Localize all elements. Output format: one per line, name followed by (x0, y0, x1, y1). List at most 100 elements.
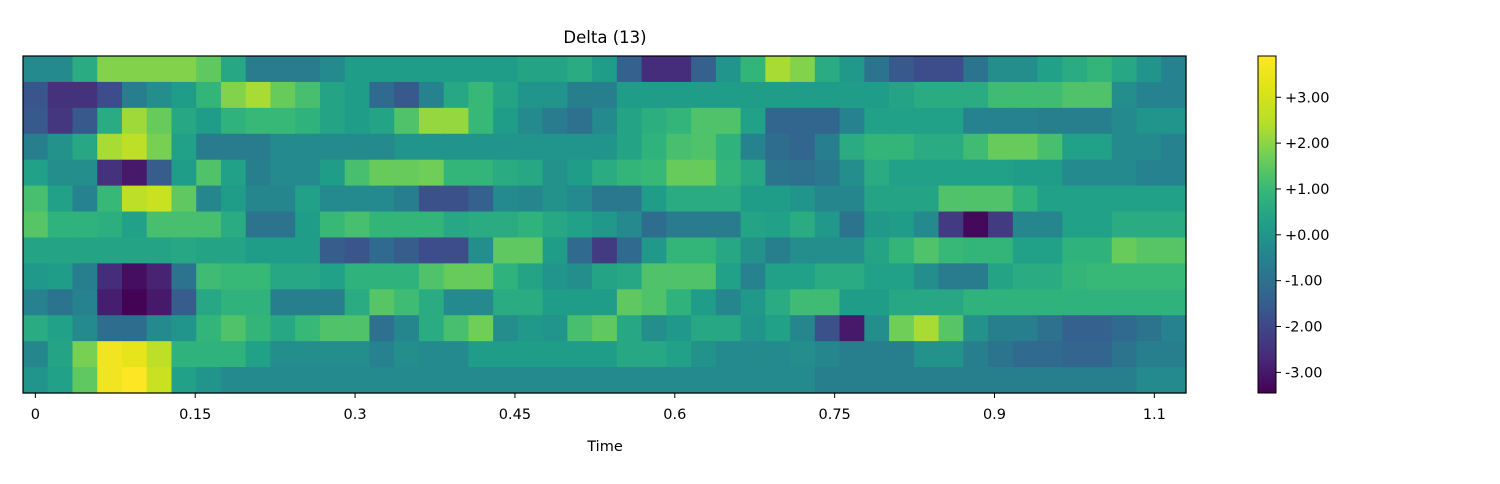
x-tick-label: 0 (31, 407, 40, 423)
heatmap-cell (146, 133, 173, 161)
heatmap-cell (295, 81, 321, 109)
heatmap-cell (1161, 367, 1187, 394)
heatmap-cell (913, 341, 940, 368)
heatmap-cell (146, 289, 173, 316)
heatmap-cell (171, 211, 197, 239)
heatmap-cell (245, 263, 272, 290)
heatmap-cell (146, 211, 173, 239)
heatmap-cell (468, 341, 494, 368)
heatmap-cell (814, 341, 841, 368)
heatmap-cell (641, 133, 667, 161)
heatmap-cell (270, 315, 296, 342)
heatmap-cell (740, 289, 766, 316)
heatmap-cell (23, 81, 49, 109)
heatmap-cell (790, 211, 816, 239)
heatmap-cell (814, 315, 841, 342)
heatmap-cell (1161, 315, 1187, 342)
heatmap-cell (1062, 289, 1088, 316)
heatmap-cell (196, 315, 222, 342)
heatmap-cell (889, 81, 915, 109)
heatmap-cell (270, 237, 296, 264)
heatmap-cell (988, 56, 1014, 83)
heatmap-cell (23, 289, 49, 316)
heatmap-cell (1037, 56, 1063, 83)
heatmap-cell (220, 81, 247, 109)
heatmap-cell (493, 237, 519, 264)
heatmap-cell (1087, 263, 1113, 290)
heatmap-cell (616, 133, 643, 161)
heatmap-cell (790, 315, 816, 342)
heatmap-cell (567, 315, 593, 342)
heatmap-cell (542, 81, 568, 109)
heatmap-cell (889, 107, 915, 135)
heatmap-cell (592, 315, 618, 342)
heatmap-cell (1012, 211, 1039, 239)
heatmap-cell (592, 159, 618, 187)
heatmap-cell (1037, 367, 1063, 394)
heatmap-cell (839, 263, 865, 290)
heatmap-cell (517, 211, 544, 239)
heatmap-cell (567, 56, 593, 83)
heatmap-cell (864, 289, 890, 316)
heatmap-cell (369, 237, 395, 264)
colorbar-tick-label: -3.00 (1285, 365, 1323, 381)
heatmap-cell (344, 237, 371, 264)
heatmap-cell (1161, 159, 1187, 187)
heatmap-cell (1111, 159, 1138, 187)
heatmap-cell (715, 211, 742, 239)
heatmap-cell (1161, 133, 1187, 161)
heatmap-cell (913, 237, 940, 264)
heatmap-cell (196, 133, 222, 161)
heatmap-cell (517, 185, 544, 213)
heatmap-cell (295, 56, 321, 83)
heatmap-cell (171, 289, 197, 316)
heatmap-cell (1062, 56, 1088, 83)
heatmap-cell (988, 237, 1014, 264)
heatmap-cell (443, 81, 469, 109)
heatmap-cell (715, 133, 742, 161)
heatmap-cell (740, 211, 766, 239)
heatmap-cell (171, 133, 197, 161)
heatmap-cell (616, 289, 643, 316)
heatmap-cell (592, 81, 618, 109)
heatmap-cell (295, 159, 321, 187)
x-axis-label: Time (586, 439, 623, 455)
heatmap-cell (790, 367, 816, 394)
heatmap-cell (1062, 315, 1088, 342)
heatmap-cell (889, 341, 915, 368)
heatmap-cell (839, 185, 865, 213)
heatmap-cell (790, 289, 816, 316)
heatmap-cell (270, 81, 296, 109)
colorbar-tick-label: -1.00 (1285, 274, 1323, 290)
heatmap-cell (542, 133, 568, 161)
heatmap-cell (196, 81, 222, 109)
heatmap-cell (1062, 159, 1088, 187)
heatmap-cell (715, 289, 742, 316)
heatmap-cell (889, 315, 915, 342)
heatmap-cell (592, 263, 618, 290)
heatmap-cell (121, 56, 148, 83)
heatmap-cell (938, 367, 964, 394)
heatmap-cell (196, 289, 222, 316)
heatmap-cell (121, 81, 148, 109)
heatmap-cell (691, 107, 717, 135)
heatmap-cell (319, 341, 346, 368)
heatmap-cell (592, 185, 618, 213)
heatmap-cell (1062, 133, 1088, 161)
heatmap-cell (988, 289, 1014, 316)
x-tick-label: 0.9 (983, 407, 1006, 423)
heatmap-cell (47, 237, 74, 264)
heatmap-cell (1012, 367, 1039, 394)
heatmap-cell (691, 185, 717, 213)
heatmap-cell (270, 341, 296, 368)
heatmap-cell (394, 315, 420, 342)
heatmap-cell (171, 81, 197, 109)
heatmap-cell (443, 56, 469, 83)
heatmap-cell (715, 185, 742, 213)
heatmap-cell (97, 367, 123, 394)
heatmap-cell (468, 185, 494, 213)
heatmap-cell (1161, 289, 1187, 316)
heatmap-cell (790, 133, 816, 161)
heatmap-cell (1087, 367, 1113, 394)
heatmap-cell (542, 367, 568, 394)
